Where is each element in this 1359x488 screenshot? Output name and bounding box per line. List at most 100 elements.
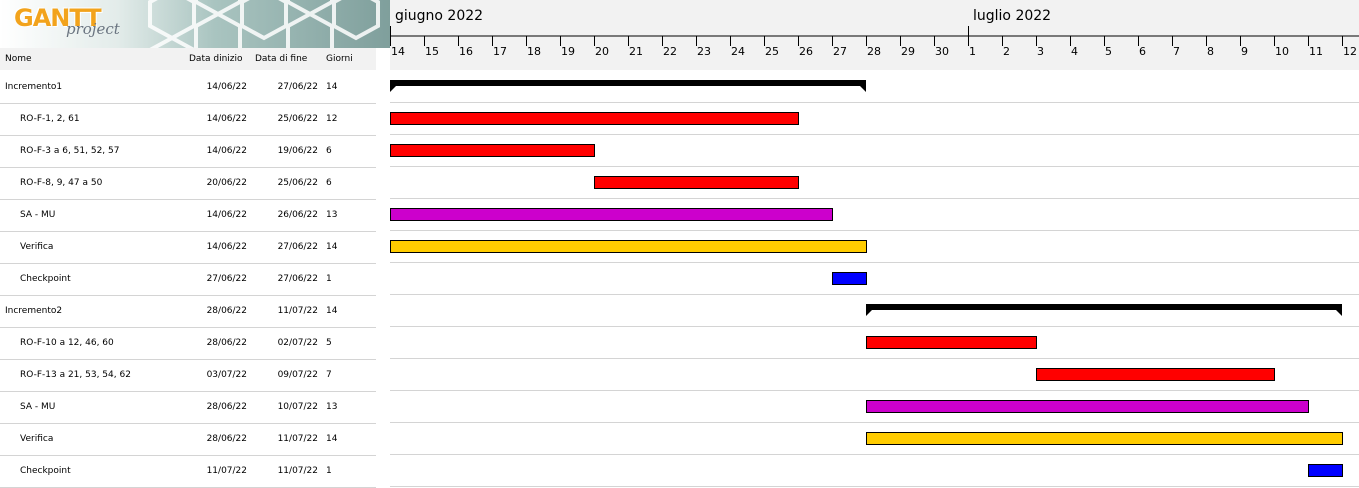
task-name: Verifica xyxy=(20,434,54,444)
task-row[interactable]: Incremento1 14/06/22 27/06/22 14 xyxy=(0,71,376,104)
day-label: 17 xyxy=(493,45,507,58)
task-start-date: 27/06/22 xyxy=(206,274,247,284)
task-row[interactable]: RO-F-3 a 6, 51, 52, 57 14/06/22 19/06/22 6 xyxy=(0,135,376,168)
task-row[interactable]: RO-F-10 a 12, 46, 60 28/06/22 02/07/22 5 xyxy=(0,327,376,360)
task-end-date: 02/07/22 xyxy=(277,338,318,348)
task-duration: 13 xyxy=(326,402,338,412)
task-table: GANTT project Nome Data dinizio Data di … xyxy=(0,0,390,488)
task-duration: 13 xyxy=(326,210,338,220)
task-duration: 14 xyxy=(326,82,338,92)
task-row[interactable]: Checkpoint 11/07/22 11/07/22 1 xyxy=(0,455,376,488)
day-label: 5 xyxy=(1105,45,1112,58)
checkpoint-bar xyxy=(832,272,867,285)
hexagon-pattern-icon xyxy=(148,0,380,48)
task-start-date: 14/06/22 xyxy=(206,210,247,220)
day-label: 15 xyxy=(425,45,439,58)
summary-bar-start-cap xyxy=(390,86,396,92)
day-label: 21 xyxy=(629,45,643,58)
task-row[interactable]: RO-F-8, 9, 47 a 50 20/06/22 25/06/22 6 xyxy=(0,167,376,200)
task-name: RO-F-10 a 12, 46, 60 xyxy=(20,338,114,348)
task-end-date: 27/06/22 xyxy=(277,274,318,284)
task-bar xyxy=(390,240,867,253)
task-start-date: 14/06/22 xyxy=(206,146,247,156)
task-duration: 6 xyxy=(326,178,332,188)
task-duration: 6 xyxy=(326,146,332,156)
task-row[interactable]: Verifica 14/06/22 27/06/22 14 xyxy=(0,231,376,264)
day-label: 3 xyxy=(1037,45,1044,58)
day-label: 4 xyxy=(1071,45,1078,58)
day-label: 8 xyxy=(1207,45,1214,58)
day-label: 2 xyxy=(1003,45,1010,58)
day-label: 1 xyxy=(969,45,976,58)
task-name: SA - MU xyxy=(20,402,56,412)
day-label: 23 xyxy=(697,45,711,58)
month-label: giugno 2022 xyxy=(395,8,483,24)
summary-bar-start-cap xyxy=(866,310,872,316)
day-label: 27 xyxy=(833,45,847,58)
task-end-date: 10/07/22 xyxy=(277,402,318,412)
task-row[interactable]: Verifica 28/06/22 11/07/22 14 xyxy=(0,423,376,456)
task-name: RO-F-8, 9, 47 a 50 xyxy=(20,178,103,188)
day-label: 11 xyxy=(1309,45,1323,58)
task-end-date: 19/06/22 xyxy=(277,146,318,156)
day-label: 16 xyxy=(459,45,473,58)
day-label: 28 xyxy=(867,45,881,58)
task-duration: 1 xyxy=(326,466,332,476)
col-duration-header[interactable]: Giorni xyxy=(326,54,353,64)
gantt-chart: giugno 2022 luglio 2022 14 15 16 17 18 19 20 21 22… xyxy=(390,0,1359,487)
col-start-header[interactable]: Data dinizio xyxy=(189,54,243,64)
task-end-date: 25/06/22 xyxy=(277,114,318,124)
task-bar xyxy=(866,432,1343,445)
day-label: 6 xyxy=(1139,45,1146,58)
task-row[interactable]: SA - MU 14/06/22 26/06/22 13 xyxy=(0,199,376,232)
task-bar xyxy=(390,144,595,157)
task-duration: 14 xyxy=(326,242,338,252)
checkpoint-bar xyxy=(1308,464,1343,477)
logo-word: GANTT xyxy=(14,4,102,32)
task-start-date: 03/07/22 xyxy=(206,370,247,380)
task-end-date: 26/06/22 xyxy=(277,210,318,220)
task-row[interactable]: RO-F-1, 2, 61 14/06/22 25/06/22 12 xyxy=(0,103,376,136)
task-name: RO-F-13 a 21, 53, 54, 62 xyxy=(20,370,131,380)
col-end-header[interactable]: Data di fine xyxy=(255,54,308,64)
month-label: luglio 2022 xyxy=(973,8,1051,24)
task-start-date: 28/06/22 xyxy=(206,402,247,412)
task-duration: 12 xyxy=(326,114,338,124)
day-label: 20 xyxy=(595,45,609,58)
ganttproject-logo: GANTT project xyxy=(0,0,390,48)
col-name-header[interactable]: Nome xyxy=(5,54,32,64)
summary-bar xyxy=(390,80,866,86)
task-bar xyxy=(390,208,833,221)
task-row[interactable]: RO-F-13 a 21, 53, 54, 62 03/07/22 09/07/22… xyxy=(0,359,376,392)
task-start-date: 11/07/22 xyxy=(206,466,247,476)
task-row[interactable]: Checkpoint 27/06/22 27/06/22 1 xyxy=(0,263,376,296)
column-header: Nome Data dinizio Data di fine Giorni xyxy=(0,48,376,70)
task-name: Verifica xyxy=(20,242,54,252)
task-start-date: 28/06/22 xyxy=(206,306,247,316)
task-duration: 14 xyxy=(326,306,338,316)
task-bar xyxy=(866,400,1309,413)
day-label: 9 xyxy=(1241,45,1248,58)
task-name: Incremento1 xyxy=(5,82,63,92)
task-start-date: 14/06/22 xyxy=(206,242,247,252)
day-label: 18 xyxy=(527,45,541,58)
task-end-date: 27/06/22 xyxy=(277,82,318,92)
task-end-date: 11/07/22 xyxy=(277,434,318,444)
task-end-date: 11/07/22 xyxy=(277,306,318,316)
task-start-date: 28/06/22 xyxy=(206,434,247,444)
day-label: 7 xyxy=(1173,45,1180,58)
day-label: 14 xyxy=(391,45,405,58)
task-end-date: 25/06/22 xyxy=(277,178,318,188)
task-duration: 14 xyxy=(326,434,338,444)
timeline-header-bg xyxy=(390,0,1359,70)
day-label: 10 xyxy=(1275,45,1289,58)
summary-bar-end-cap xyxy=(1336,310,1342,316)
day-label: 29 xyxy=(901,45,915,58)
task-row[interactable]: SA - MU 28/06/22 10/07/22 13 xyxy=(0,391,376,424)
task-duration: 5 xyxy=(326,338,332,348)
task-bar xyxy=(594,176,799,189)
task-name: Incremento2 xyxy=(5,306,63,316)
task-end-date: 09/07/22 xyxy=(277,370,318,380)
task-row[interactable]: Incremento2 28/06/22 11/07/22 14 xyxy=(0,295,376,328)
